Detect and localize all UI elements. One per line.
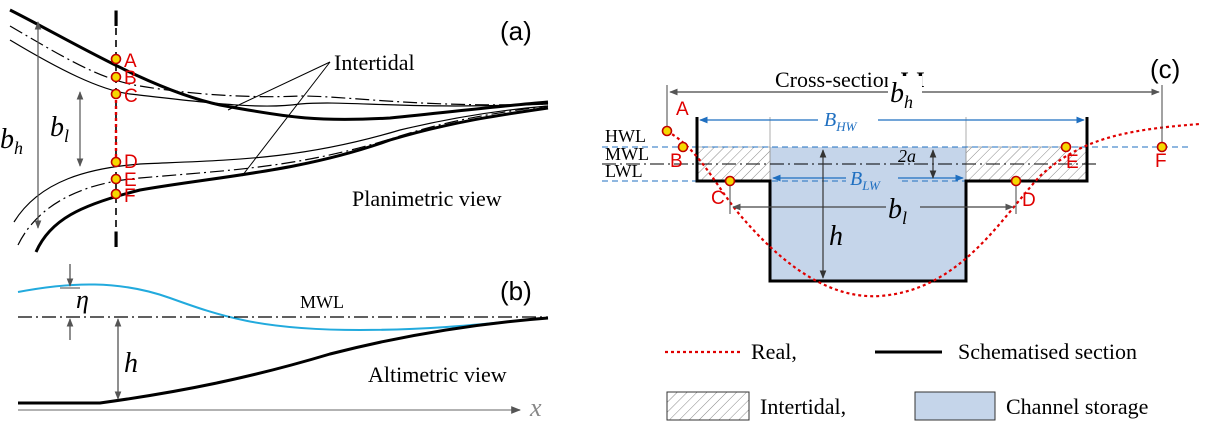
point-a-section [661,125,673,137]
legend-intertidal-label: Intertidal, [760,394,846,419]
point-e-plan [110,173,122,185]
panel-b-altimetric: MWL x η h (b) Altimetric view [17,264,549,422]
blw-label-bg [846,166,898,186]
schematised-section [695,117,1089,283]
lwl-label: LWL [605,161,643,181]
upper-outer-bank [9,8,549,121]
point-f-plan [110,188,122,200]
point-e-section [1060,141,1072,153]
x-axis-label: x [529,393,542,422]
altimetric-view-label: Altimetric view [368,362,507,387]
intertidal-label-plan: Intertidal [334,50,415,75]
bh-label-bg [888,76,922,108]
label-b-plan: B [124,68,137,89]
real-section [666,122,1201,298]
label-e-plan: E [124,170,137,191]
bl-label-section: bl [888,194,907,228]
legend-channel-label: Channel storage [1006,394,1148,419]
section-mark-top: I [113,6,119,31]
point-c-plan [110,88,122,100]
legend-intertidal-swatch [666,391,750,421]
water-surface-line [17,283,549,332]
label-c-section: C [711,188,725,209]
label-d-plan: D [124,152,138,173]
bhw-label-bg [818,106,878,132]
label-a-section: A [676,99,689,120]
panel-c-cross-section: (c) Cross-section I-I HWL MWL LWL bh [602,54,1201,298]
mwl-label-alt: MWL [300,292,344,312]
panel-a-planimetric: I I A B C D E F bh bl Intertidal (a) Pla… [0,6,549,253]
planimetric-view-label: Planimetric view [352,186,502,211]
label-f-plan: F [124,186,136,207]
bl-label: bl [50,112,69,146]
label-c-plan: C [124,86,138,107]
point-d-section [1010,175,1022,187]
legend: Real, Schematised section Intertidal, Ch… [665,339,1148,421]
hwl-label: HWL [605,126,646,146]
label-f-section: F [1155,151,1167,172]
label-a-plan: A [124,51,137,72]
section-mark-bottom: I [113,227,119,252]
lower-outer-bank [34,106,549,253]
upper-inner-bank [9,39,549,107]
h-label-section: h [829,221,843,252]
bh-label: bh [0,124,23,158]
lower-inner-bank [13,105,549,223]
label-b-section: B [670,151,683,172]
lower-dashdot-line [17,105,549,246]
legend-real-label: Real, [751,339,797,364]
legend-channel-swatch [914,391,996,421]
label-e-section: E [1066,152,1079,173]
blw-label: BLW [850,168,881,193]
panel-c-label: (c) [1150,54,1180,84]
point-d-plan [110,156,122,168]
legend-schematised-label: Schematised section [958,339,1137,364]
point-b-plan [110,71,122,83]
bh-label-section: bh [890,78,913,112]
bhw-label: BHW [824,109,858,134]
point-f-section [1156,141,1168,153]
h-label-alt: h [124,348,138,379]
eta-label: η [76,285,89,314]
panel-b-label: (b) [500,276,532,306]
bed-profile [18,316,549,405]
label-d-section: D [1022,190,1036,211]
upper-dashdot-line [9,25,549,106]
bl-label-bg [886,190,920,224]
point-c-section [724,175,736,187]
panel-a-label: (a) [500,16,532,46]
intertidal-leader-2 [241,61,331,177]
two-a-label: 2a [898,146,916,166]
intertidal-leader-1 [227,61,331,111]
point-a-plan [110,53,122,65]
point-b-section [677,141,689,153]
mwl-label-section: MWL [605,144,649,164]
